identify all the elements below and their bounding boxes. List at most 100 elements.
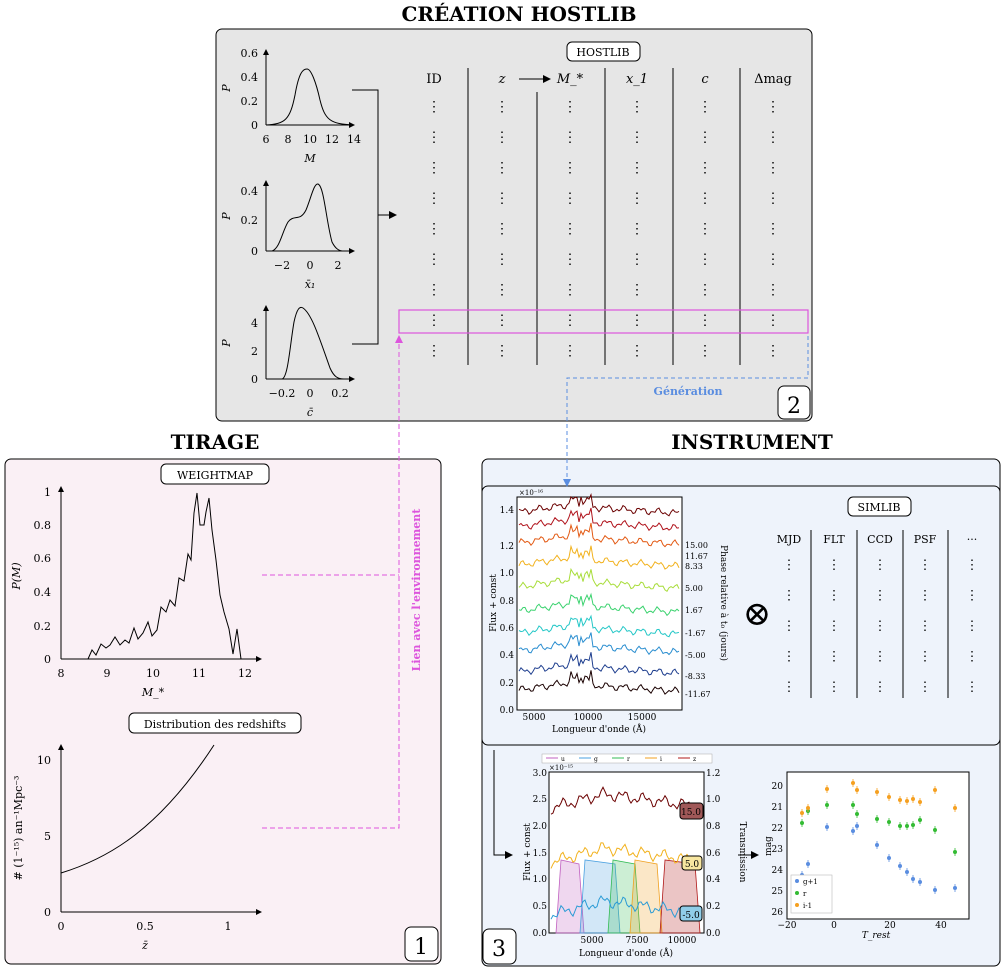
tick: 25: [772, 887, 784, 897]
title-hostlib: CRÉATION HOSTLIB: [401, 2, 636, 26]
table-cell: ⋮: [495, 160, 509, 176]
lightcurve-point: [911, 797, 915, 801]
table-cell: ⋮: [630, 221, 644, 237]
lightcurve-point: [855, 812, 859, 816]
hostlib-plot-mass: 6 8 10 12 14 0 0.2 0.4 0.6 M P: [220, 47, 361, 165]
table-cell: ⋮: [495, 221, 509, 237]
lightcurve-point: [898, 824, 902, 828]
tick: 1: [44, 486, 51, 499]
table-cell: ⋮: [630, 99, 644, 115]
lightcurve-point: [851, 803, 855, 807]
plots-bracket: [352, 89, 379, 345]
tick: 20: [884, 921, 896, 931]
lightcurve-point: [905, 824, 909, 828]
tick: 0.0: [533, 929, 548, 939]
environment-link-label: Lien avec l'environnement: [410, 508, 423, 672]
tick: 1.2: [706, 769, 720, 779]
tick: 4: [251, 317, 258, 330]
tick: 20: [772, 782, 784, 792]
legend-g: g+1: [803, 878, 818, 886]
table-cell: ⋮: [630, 282, 644, 298]
table-cell: ⋮: [630, 343, 644, 359]
table-cell: ⋮: [495, 343, 509, 359]
simlib-cell: ⋮: [919, 650, 932, 665]
legend-label: i: [660, 756, 662, 763]
lightcurve-point: [933, 828, 937, 832]
phase-tag-15-text: 15.0: [681, 808, 701, 818]
panel-number-box-2: [777, 385, 811, 420]
lightcurve-point: [905, 870, 909, 874]
tick: 22: [772, 824, 783, 834]
simlib-cell: ⋮: [919, 589, 932, 604]
spectrum-line: [518, 492, 680, 517]
tick: 0.0: [500, 706, 515, 716]
table-cell: ⋮: [427, 313, 441, 329]
col-header-c: c: [701, 72, 709, 87]
tick: 14: [347, 133, 361, 146]
tick: 0: [58, 920, 65, 933]
lightcurve-point: [800, 821, 804, 825]
table-cell: ⋮: [563, 343, 577, 359]
lightcurve-point: [825, 825, 829, 829]
table-cell: ⋮: [563, 252, 577, 268]
simlib-cell: ⋮: [828, 650, 841, 665]
filter-spectrum: [550, 895, 702, 920]
tick: 1.5: [533, 849, 548, 859]
col-header-x1: x_1: [626, 72, 648, 87]
tick: 12: [238, 667, 252, 680]
table-cell: ⋮: [766, 343, 780, 359]
table-cell: ⋮: [563, 313, 577, 329]
tick: 3.0: [533, 769, 548, 779]
spectrum-line: [518, 592, 680, 617]
tick: 1.4: [500, 506, 515, 516]
xlabel: Longueur d'onde (Å): [552, 723, 646, 735]
col-header-dmag: Δmag: [754, 72, 792, 87]
lightcurve-point: [887, 795, 891, 799]
lightcurve-point: [898, 798, 902, 802]
xlabel: x̄₁: [305, 278, 316, 291]
redshift-label-box: [128, 712, 302, 734]
table-cell: ⋮: [766, 282, 780, 298]
ylabel-right: Phase relative à t₀ (jours): [718, 545, 729, 661]
tick: 2.5: [533, 795, 548, 805]
filters-legend: [541, 753, 713, 764]
simlib-cell: ⋮: [966, 650, 979, 665]
filter-band: [629, 859, 663, 934]
tick: 23: [772, 845, 784, 855]
table-cell: ⋮: [698, 343, 712, 359]
tick: 7500: [626, 936, 649, 946]
selected-row-highlight: [398, 309, 809, 334]
simlib-cell: ⋮: [783, 650, 796, 665]
hostlib-plot-c: −0.2 0 0.2 0 2 4 c̄ P: [220, 305, 355, 419]
filter-spectrum: [550, 786, 702, 815]
phase-label: -11.67: [685, 690, 711, 699]
tick: 10: [37, 754, 51, 767]
panel-number-2: 2: [787, 394, 801, 419]
table-cell: ⋮: [563, 130, 577, 146]
simlib-cell: ⋮: [966, 619, 979, 634]
xlabel: M_*: [141, 686, 165, 699]
ylabel: P: [220, 212, 233, 221]
tick: 40: [935, 921, 947, 931]
filter-band: [555, 859, 585, 934]
table-cell: ⋮: [766, 99, 780, 115]
phase-label: 15.00: [685, 541, 708, 550]
simlib-cell: ⋮: [919, 558, 932, 573]
tick: 0: [251, 119, 258, 132]
spectra-plot: ×10⁻¹⁶ 5000 10000 15000 0.0 0.2 0.4 0.6 …: [489, 489, 729, 735]
lightcurve-point: [933, 788, 937, 792]
table-cell: ⋮: [630, 252, 644, 268]
lightcurve-point: [875, 843, 879, 847]
panel-number-1: 1: [414, 935, 428, 960]
xlabel: c̄: [307, 406, 314, 419]
table-cell: ⋮: [766, 252, 780, 268]
filter-band: [659, 859, 701, 934]
tick: 0.6: [34, 552, 52, 565]
spectrum-line: [518, 544, 680, 570]
table-cell: ⋮: [427, 130, 441, 146]
generation-arrow: [563, 336, 809, 487]
tick: 0.4: [34, 586, 52, 599]
ylabel: # (1⁻¹⁵) an⁻¹Mpc⁻³: [12, 776, 25, 881]
simlib-cell: ⋮: [828, 589, 841, 604]
